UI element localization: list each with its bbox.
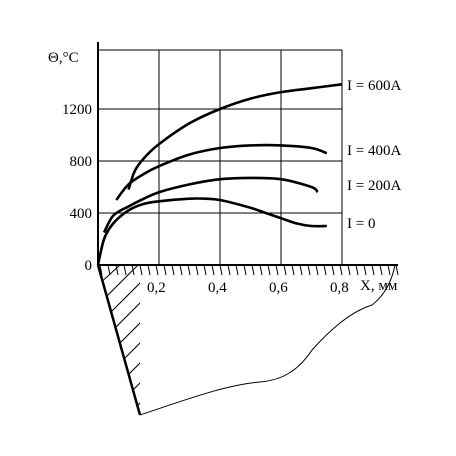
surface-hatch-mark <box>115 264 119 276</box>
surface-hatch-mark <box>331 264 335 276</box>
surface-hatch-mark <box>163 264 167 276</box>
series-label: I = 600A <box>347 78 401 94</box>
surface-hatch-mark <box>379 264 383 276</box>
surface-hatch-mark <box>219 264 223 276</box>
surface-hatch-mark <box>171 264 175 276</box>
surface-hatch-mark <box>227 264 231 276</box>
wedge-hatch <box>98 265 140 415</box>
series-line-2 <box>102 176 319 234</box>
surface-hatch-mark <box>387 264 391 276</box>
surface-hatch-mark <box>243 264 247 276</box>
y-tick-label: 800 <box>70 154 93 170</box>
surface-hatch-mark <box>347 264 351 276</box>
surface-hatch-mark <box>283 264 287 276</box>
surface-hatch-mark <box>299 264 303 276</box>
surface-hatch-mark <box>291 264 295 276</box>
series-group <box>96 83 343 266</box>
surface-hatch-mark <box>275 264 279 276</box>
x-axis-label: X, мм <box>360 278 398 294</box>
surface-hatch-mark <box>211 264 215 276</box>
series-label: I = 400A <box>347 143 401 159</box>
surface-hatch-mark <box>339 264 343 276</box>
x-tick-label: 0,6 <box>269 280 288 296</box>
y-tick-labels: 0 400 800 1200 <box>62 102 92 274</box>
surface-hatch-mark <box>371 264 375 276</box>
series-line-3 <box>96 197 327 266</box>
surface-hatch-mark <box>123 264 127 276</box>
y-tick-label: 400 <box>70 206 93 222</box>
surface-hatch-mark <box>267 264 271 276</box>
surface-hatch-mark <box>203 264 207 276</box>
surface-hatch-mark <box>195 264 199 276</box>
y-tick-label: 0 <box>85 258 93 274</box>
y-tick-label: 1200 <box>62 102 92 118</box>
series-label: I = 0 <box>347 216 375 232</box>
surface-hatch-mark <box>155 264 159 276</box>
surface-hatch-mark <box>235 264 239 276</box>
wedge-edge <box>96 264 142 416</box>
series-label: I = 200A <box>347 178 401 194</box>
surface-hatch-mark <box>187 264 191 276</box>
surface-hatch-mark <box>107 264 111 276</box>
surface-hatch-mark <box>147 264 151 276</box>
surface-hatch-mark <box>259 264 263 276</box>
workpiece-outline <box>139 264 396 416</box>
surface-hatch-mark <box>99 264 103 276</box>
x-tick-label: 0,2 <box>147 280 166 296</box>
surface-hatch-mark <box>139 264 143 276</box>
y-axis-label: Θ,°C <box>48 50 79 66</box>
x-tick-label: 0,4 <box>208 280 227 296</box>
workpiece-section <box>96 264 396 416</box>
surface-hatch <box>99 264 399 276</box>
x-tick-label: 0,8 <box>330 280 349 296</box>
surface-hatch-mark <box>315 264 319 276</box>
x-tick-labels: 0,2 0,4 0,6 0,8 <box>147 280 349 296</box>
grid <box>98 49 343 265</box>
surface-hatch-mark <box>131 264 135 276</box>
surface-hatch-mark <box>251 264 255 276</box>
surface-hatch-mark <box>323 264 327 276</box>
series-line-1 <box>115 143 328 201</box>
surface-hatch-mark <box>395 264 399 276</box>
surface-hatch-mark <box>307 264 311 276</box>
series-labels: I = 600A I = 400A I = 200A I = 0 <box>347 78 401 232</box>
surface-hatch-mark <box>179 264 183 276</box>
surface-hatch-mark <box>363 264 367 276</box>
series-line-0 <box>127 83 343 191</box>
surface-hatch-mark <box>355 264 359 276</box>
